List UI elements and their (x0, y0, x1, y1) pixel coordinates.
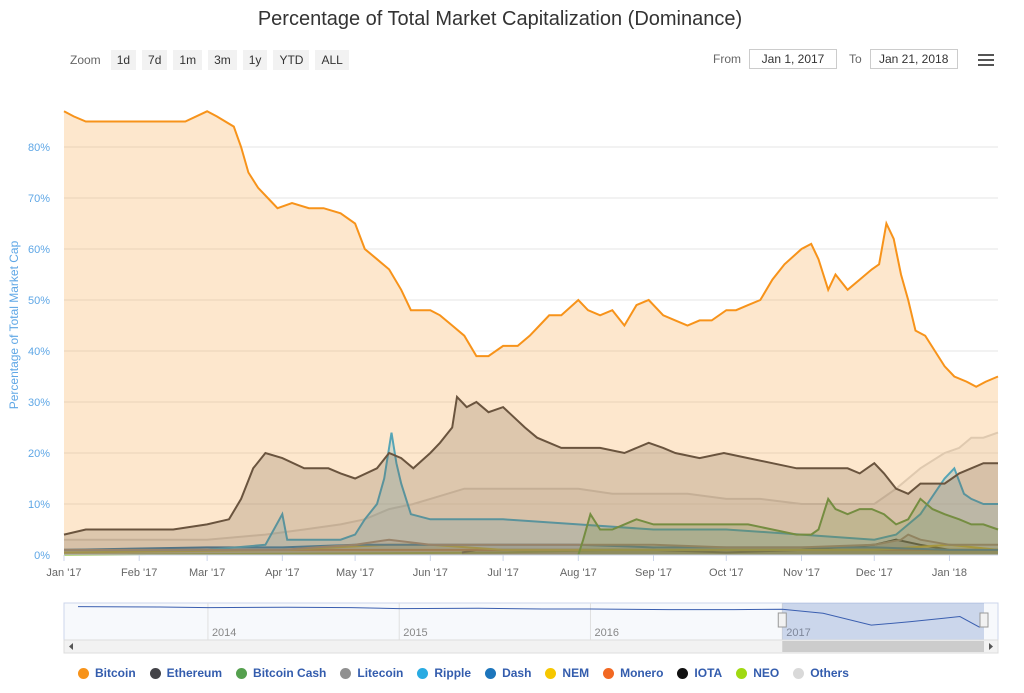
legend-item-dash[interactable]: Dash (485, 666, 531, 680)
navigator-year-label: 2017 (786, 627, 810, 639)
legend-item-nem[interactable]: NEM (545, 666, 589, 680)
y-tick-label: 60% (28, 244, 50, 256)
legend-label: Bitcoin (95, 666, 136, 680)
x-tick-label: Nov '17 (783, 567, 820, 579)
series-area-monero (64, 549, 998, 555)
x-tick-label: Apr '17 (265, 567, 300, 579)
x-tick-label: Feb '17 (121, 567, 157, 579)
x-tick-label: Sep '17 (635, 567, 672, 579)
legend-marker (149, 667, 161, 679)
series-line-others (64, 431, 999, 541)
x-tick-label: Jan '18 (932, 567, 967, 579)
navigator-selection (782, 603, 984, 640)
x-tick-label: Oct '17 (709, 567, 744, 579)
legend-item-bitcoin[interactable]: Bitcoin (78, 666, 136, 680)
legend-marker (485, 667, 497, 679)
y-tick-label: 70% (28, 193, 50, 205)
legend-label: NEM (562, 666, 590, 680)
x-tick-label: Jul '17 (487, 567, 518, 579)
legend-marker (545, 667, 557, 679)
legend-marker (417, 667, 429, 679)
zoom-7d-button[interactable]: 7d (142, 50, 168, 70)
x-tick-label: Jun '17 (413, 567, 448, 579)
zoom-ytd-button[interactable]: YTD (273, 50, 310, 70)
scroll-right-icon[interactable] (989, 643, 993, 650)
series-line-litecoin (64, 533, 998, 551)
zoom-1d-button[interactable]: 1d (110, 50, 137, 70)
zoom-label: Zoom (70, 53, 101, 67)
scrollbar-track (63, 639, 999, 654)
series-area-ethereum (64, 396, 998, 555)
scroll-left-icon[interactable] (69, 643, 73, 650)
zoom-all-button[interactable]: ALL (315, 50, 349, 70)
zoom-3m-button[interactable]: 3m (208, 50, 237, 70)
legend-marker (236, 667, 248, 679)
legend-label: Litecoin (357, 666, 404, 680)
x-tick-label: Aug '17 (560, 567, 597, 579)
legend-item-litecoin[interactable]: Litecoin (340, 666, 403, 680)
navigator-line (77, 606, 985, 628)
to-date-input[interactable] (869, 49, 958, 69)
legend-item-ethereum[interactable]: Ethereum (149, 666, 223, 680)
hamburger-menu-icon[interactable] (978, 54, 994, 69)
navigator-left-handle[interactable] (777, 612, 787, 628)
legend-marker (340, 667, 352, 679)
zoom-1y-button[interactable]: 1y (242, 50, 268, 70)
navigator-year-label: 2016 (594, 627, 618, 639)
y-tick-label: 80% (28, 142, 50, 154)
legend-item-monero[interactable]: Monero (603, 666, 663, 680)
legend-label: Others (810, 666, 849, 680)
zoom-1m-button[interactable]: 1m (173, 50, 203, 70)
legend-label: NEO (753, 666, 780, 680)
legend-label: Ethereum (166, 666, 223, 680)
date-range-selector: From To (713, 49, 958, 69)
y-tick-label: 0% (34, 550, 50, 562)
legend-marker (793, 667, 805, 679)
legend-label: Ripple (434, 666, 472, 680)
series-line-bitcoin-cash (577, 496, 999, 556)
y-axis-title: Percentage of Total Market Cap (7, 240, 21, 409)
from-date-input[interactable] (749, 49, 837, 69)
series-area-others (64, 432, 998, 555)
series-area-bitcoin-cash (578, 498, 998, 555)
legend-marker (603, 667, 615, 679)
navigator-year-label: 2015 (403, 627, 427, 639)
y-tick-label: 30% (28, 397, 50, 409)
series-line-ethereum (63, 394, 998, 536)
y-tick-label: 10% (28, 499, 50, 511)
series-line-bitcoin (63, 110, 999, 388)
y-tick-label: 20% (28, 448, 50, 460)
legend-item-bitcoin-cash[interactable]: Bitcoin Cash (236, 666, 326, 680)
legend-marker (736, 667, 748, 679)
series-area-bitcoin (64, 111, 998, 556)
y-tick-label: 50% (28, 295, 50, 307)
legend-marker (677, 667, 689, 679)
to-label: To (849, 52, 862, 66)
navigator-year-label: 2014 (212, 627, 236, 639)
chart-title: Percentage of Total Market Capitalizatio… (257, 8, 743, 30)
scrollbar-thumb[interactable] (782, 641, 984, 652)
navigator-right-handle[interactable] (979, 612, 989, 628)
legend-item-others[interactable]: Others (793, 666, 849, 680)
chart-legend: Bitcoin Ethereum Bitcoin Cash Litecoin Rippl… (78, 666, 849, 680)
legend-item-iota[interactable]: IOTA (677, 666, 722, 680)
x-tick-label: Dec '17 (856, 567, 893, 579)
legend-item-neo[interactable]: NEO (736, 666, 779, 680)
x-tick-label: May '17 (336, 567, 374, 579)
series-area-iota (461, 539, 998, 555)
zoom-toolbar: Zoom 1d 7d 1m 3m 1y YTD ALL (70, 49, 349, 71)
x-tick-label: Jan '17 (46, 567, 81, 579)
x-tick-label: Mar '17 (189, 567, 225, 579)
y-tick-label: 40% (28, 346, 50, 358)
from-label: From (713, 52, 741, 66)
legend-label: Bitcoin Cash (253, 666, 327, 680)
legend-marker (78, 667, 89, 679)
legend-label: Monero (620, 666, 664, 680)
legend-label: IOTA (694, 666, 723, 680)
legend-label: Dash (502, 666, 532, 680)
legend-item-ripple[interactable]: Ripple (417, 666, 471, 680)
series-area-ripple (64, 432, 998, 555)
